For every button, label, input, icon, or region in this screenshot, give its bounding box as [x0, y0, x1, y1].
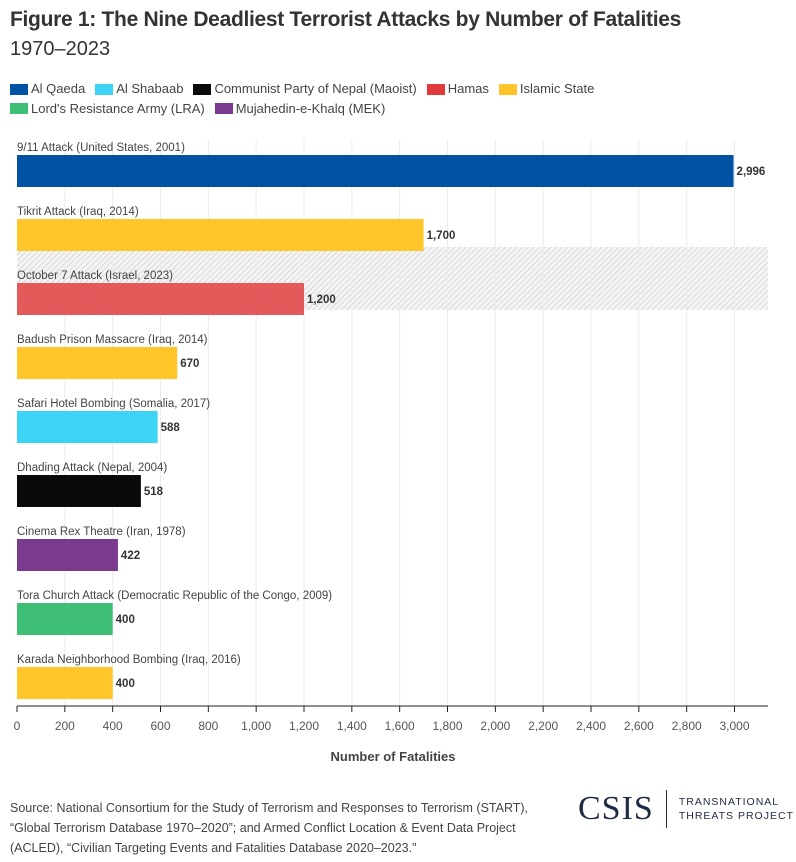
bar-value-label: 670	[180, 358, 199, 370]
x-tick-label: 2,200	[528, 719, 558, 733]
bar	[17, 539, 118, 571]
legend-item: Hamas	[426, 80, 489, 98]
legend-swatch	[193, 83, 212, 95]
legend-label: Hamas	[447, 81, 489, 96]
logo-subtitle: TRANSNATIONAL THREATS PROJECT	[679, 795, 794, 823]
x-tick-label: 1,000	[241, 719, 271, 733]
bar-value-label: 422	[121, 550, 140, 562]
logo-line2: THREATS PROJECT	[678, 810, 794, 822]
legend-label: Islamic State	[519, 81, 595, 96]
x-axis-title: Number of Fatalities	[331, 749, 456, 764]
bar-category-label: Safari Hotel Bombing (Somalia, 2017)	[17, 398, 210, 410]
legend-label: Communist Party of Nepal (Maoist)	[214, 81, 417, 96]
x-tick-label: 1,400	[337, 719, 367, 733]
bar-category-label: Tora Church Attack (Democratic Republic …	[17, 590, 332, 602]
csis-logo: CSIS TRANSNATIONAL THREATS PROJECT	[578, 790, 794, 828]
legend-swatch	[95, 83, 114, 95]
legend-swatch	[214, 103, 233, 114]
bar-chart: 9/11 Attack (United States, 2001) 2,996 Ti…	[14, 140, 768, 764]
source-note: Source: National Consortium for the Stud…	[10, 801, 529, 855]
legend-swatch	[10, 103, 28, 114]
bar-category-label: Dhading Attack (Nepal, 2004)	[17, 462, 167, 474]
legend-item: Al Shabaab	[95, 80, 183, 98]
x-tick-label: 0	[14, 719, 21, 733]
bar	[17, 155, 734, 187]
bar-category-label: October 7 Attack (Israel, 2023)	[17, 270, 173, 282]
x-tick-label: 200	[55, 719, 75, 733]
legend-label: Al Shabaab	[116, 81, 184, 96]
bar-value-label: 588	[161, 422, 181, 434]
bar-hatch	[17, 283, 305, 315]
legend-item: Al Qaeda	[10, 80, 85, 98]
legend-item: Islamic State	[498, 80, 595, 98]
logo-divider	[665, 790, 667, 828]
bar-category-label: Karada Neighborhood Bombing (Iraq, 2016)	[17, 654, 241, 666]
bar	[17, 667, 113, 699]
legend-swatch	[498, 83, 517, 95]
bar-category-label: Tikrit Attack (Iraq, 2014)	[17, 206, 139, 218]
bar-value-label: 1,700	[427, 230, 456, 242]
legend-swatch	[426, 83, 445, 95]
logo-csis: CSIS	[578, 790, 654, 827]
x-tick-label: 2,600	[624, 719, 654, 733]
bar-category-label: Cinema Rex Theatre (Iran, 1978)	[17, 526, 186, 538]
legend-label: Mujahedin-e-Khalq (MEK)	[235, 100, 386, 116]
x-tick-label: 400	[103, 719, 123, 733]
x-tick-label: 2,400	[576, 719, 606, 733]
legend-swatch	[10, 83, 28, 95]
x-tick-label: 1,800	[432, 719, 462, 733]
x-tick-label: 600	[150, 719, 170, 733]
x-tick-label: 2,800	[672, 719, 702, 733]
bar	[17, 347, 178, 379]
chart-subtitle: 1970–2023	[10, 38, 111, 60]
legend-label: Al Qaeda	[31, 81, 86, 96]
bar-value-label: 1,200	[307, 294, 336, 306]
x-tick-label: 1,200	[289, 719, 319, 733]
bar-category-label: 9/11 Attack (United States, 2001)	[17, 142, 185, 154]
bar-category-label: Badush Prison Massacre (Iraq, 2014)	[17, 334, 208, 346]
bar-value-label: 400	[116, 678, 135, 690]
legend-item: Communist Party of Nepal (Maoist)	[193, 80, 417, 98]
bar	[17, 219, 424, 251]
chart-title: Figure 1: The Nine Deadliest Terrorist A…	[10, 8, 681, 31]
bar-value-label: 518	[144, 486, 164, 498]
x-tick-label: 800	[198, 719, 218, 733]
bar-value-label: 2,996	[737, 166, 766, 178]
x-tick-label: 3,000	[720, 719, 750, 733]
x-tick-label: 2,000	[480, 719, 510, 733]
bar	[17, 411, 158, 443]
bar-value-label: 400	[116, 614, 135, 626]
logo-line1: TRANSNATIONAL	[678, 796, 780, 808]
legend: Al Qaeda Al Shabaab Communist Party of Nep…	[10, 80, 710, 119]
bar	[17, 603, 113, 635]
x-tick-label: 1,600	[385, 719, 415, 733]
bar	[17, 475, 141, 507]
legend-label: Lord's Resistance Army (LRA)	[31, 100, 205, 116]
legend-item: Mujahedin-e-Khalq (MEK)	[214, 100, 386, 118]
legend-item: Lord's Resistance Army (LRA)	[10, 100, 205, 118]
